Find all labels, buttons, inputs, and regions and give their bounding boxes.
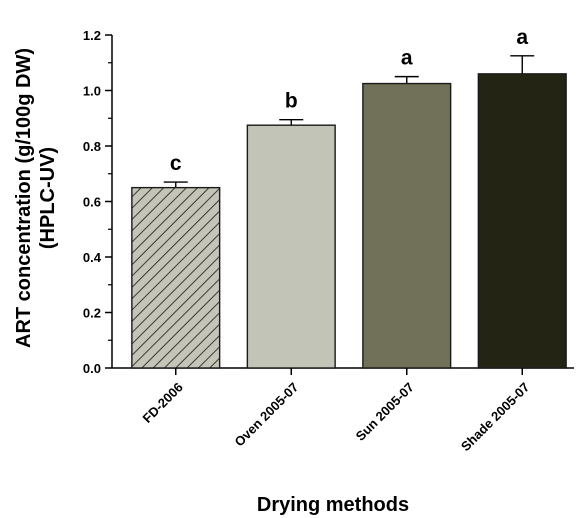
bars: c b a a xyxy=(131,26,567,369)
y-axis-title-line-1: ART concentration (g/100g DW) xyxy=(13,48,35,348)
x-tick-label: Sun 2005-07 xyxy=(353,380,417,444)
y-tick-label: 0.2 xyxy=(83,306,101,321)
x-tick-label: FD-2006 xyxy=(140,380,186,426)
y-tick-label: 0.8 xyxy=(83,139,101,154)
significance-label: c xyxy=(170,152,182,175)
significance-label: a xyxy=(516,26,528,49)
y-tick-label: 1.2 xyxy=(83,28,101,43)
significance-label: b xyxy=(285,90,298,113)
y-axis-title-line-2: (HPLC-UV) xyxy=(37,147,59,249)
bar-sun-2005-07 xyxy=(362,82,452,369)
y-axis-title: ART concentration (g/100g DW) (HPLC-UV) xyxy=(13,48,59,348)
bar-fd-2006 xyxy=(131,186,221,369)
bar-oven-2005-07 xyxy=(246,124,336,369)
y-tick-label: 1.0 xyxy=(83,84,101,99)
y-tick-label: 0.6 xyxy=(83,195,101,210)
x-axis-labels: FD-2006 Oven 2005-07 Sun 2005-07 Shade 2005… xyxy=(140,368,532,454)
y-axis-ticks: 0.0 0.2 0.4 0.6 0.8 1.0 1.2 xyxy=(83,28,112,376)
plot-area: 0.0 0.2 0.4 0.6 0.8 1.0 1.2 c b a a FD-2006 Oven 2… xyxy=(83,26,574,454)
x-axis-title: Drying methods xyxy=(257,494,409,516)
y-tick-label: 0.4 xyxy=(83,250,102,265)
y-tick-label: 0.0 xyxy=(83,361,101,376)
x-tick-label: Oven 2005-07 xyxy=(231,380,301,450)
x-tick-label: Shade 2005-07 xyxy=(458,380,532,454)
bar-shade-2005-07 xyxy=(477,73,567,369)
significance-label: a xyxy=(401,47,413,70)
